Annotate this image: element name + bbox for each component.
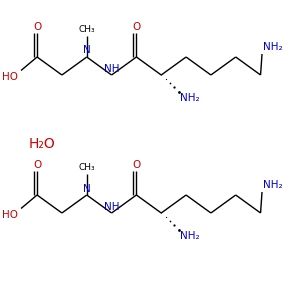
Text: O: O [33, 160, 41, 170]
Text: CH₃: CH₃ [78, 164, 95, 172]
Text: O: O [132, 160, 140, 170]
Text: NH₂: NH₂ [263, 181, 283, 190]
Text: NH₂: NH₂ [263, 43, 283, 52]
Text: NH₂: NH₂ [180, 93, 200, 103]
Text: HO: HO [2, 72, 18, 82]
Text: NH: NH [104, 64, 119, 74]
Text: N: N [83, 184, 91, 194]
Text: N: N [83, 46, 91, 56]
Text: H₂O: H₂O [28, 137, 55, 151]
Text: NH: NH [104, 202, 119, 212]
Text: O: O [33, 22, 41, 32]
Text: NH₂: NH₂ [180, 231, 200, 241]
Text: CH₃: CH₃ [78, 26, 95, 34]
Text: HO: HO [2, 210, 18, 220]
Text: O: O [132, 22, 140, 32]
